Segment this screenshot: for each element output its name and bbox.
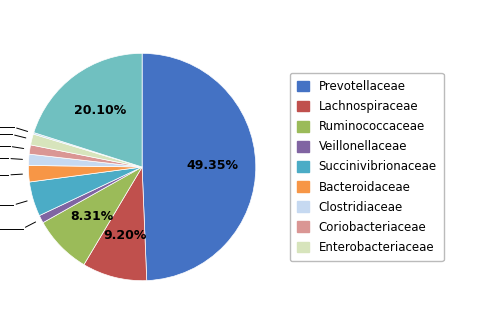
Wedge shape bbox=[142, 53, 256, 281]
Text: 9.20%: 9.20% bbox=[103, 229, 147, 242]
Legend: Prevotellaceae, Lachnospiraceae, Ruminococcaceae, Veillonellaceae, Succinivibrio: Prevotellaceae, Lachnospiraceae, Ruminoc… bbox=[290, 73, 443, 261]
Text: 8.31%: 8.31% bbox=[70, 210, 113, 223]
Wedge shape bbox=[33, 133, 142, 167]
Text: 49.35%: 49.35% bbox=[187, 159, 239, 172]
Wedge shape bbox=[29, 145, 142, 167]
Wedge shape bbox=[28, 165, 142, 182]
Wedge shape bbox=[39, 167, 142, 223]
Wedge shape bbox=[29, 167, 142, 215]
Wedge shape bbox=[30, 134, 142, 167]
Wedge shape bbox=[43, 167, 142, 265]
Wedge shape bbox=[28, 154, 142, 167]
Text: 20.10%: 20.10% bbox=[74, 104, 126, 117]
Wedge shape bbox=[84, 167, 147, 281]
Wedge shape bbox=[34, 53, 142, 167]
